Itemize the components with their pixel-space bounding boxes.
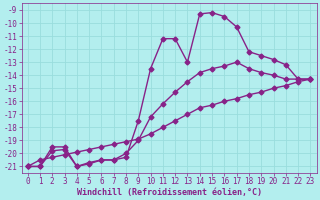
X-axis label: Windchill (Refroidissement éolien,°C): Windchill (Refroidissement éolien,°C) — [76, 188, 261, 197]
